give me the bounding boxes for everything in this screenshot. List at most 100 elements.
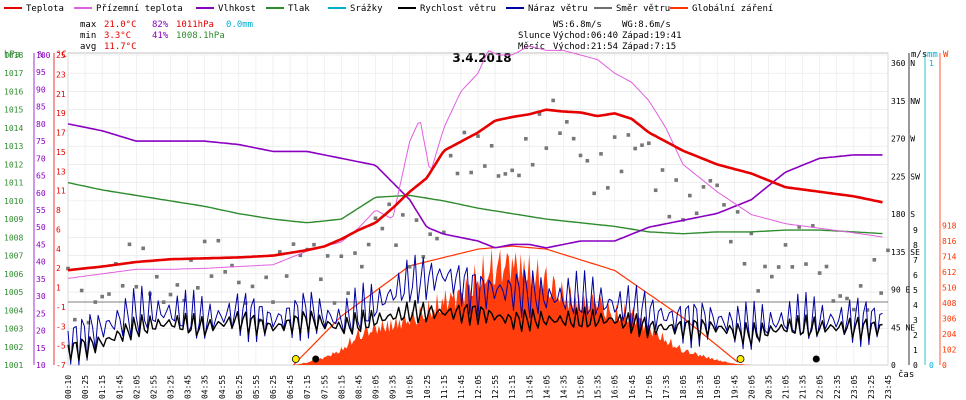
wind-wg: WG:8.6m/s xyxy=(622,20,671,30)
wind-direction-point xyxy=(749,231,754,236)
temperature-tick-0: -7 xyxy=(56,361,66,370)
x-tick-19: 09:35 xyxy=(389,375,398,399)
wind-direction-point xyxy=(360,264,364,269)
pressure-tick-9: 1010 xyxy=(4,197,23,206)
wind-direction-point xyxy=(93,300,98,304)
wind-dir-tick-4: 180 S xyxy=(891,210,915,219)
wind-direction-point xyxy=(831,299,836,303)
wind-dir-tick-8: 360 N xyxy=(891,59,915,68)
x-tick-25: 12:55 xyxy=(491,375,500,399)
pressure-tick-13: 1014 xyxy=(4,124,23,133)
wind-direction-point xyxy=(537,112,542,116)
x-tick-3: 01:45 xyxy=(115,375,124,399)
pressure-tick-7: 1008 xyxy=(4,233,23,242)
wind-direction-point xyxy=(804,262,808,266)
wind-speed-tick-6: 6 xyxy=(913,271,918,280)
wind-direction-point xyxy=(407,264,412,269)
wind-direction-point xyxy=(865,308,870,312)
wind-direction-point xyxy=(346,291,350,295)
wind-direction-point xyxy=(852,307,856,312)
wind-direction-point xyxy=(223,270,227,274)
wind-direction-point xyxy=(387,202,391,207)
wind-direction-point xyxy=(168,292,173,297)
legend-label-4: Srážky xyxy=(350,4,383,14)
ground-temperature-line xyxy=(67,45,883,279)
wind-direction-point xyxy=(660,168,665,172)
legend-label-1: Přízemní teplota xyxy=(96,4,183,14)
rain-tick-0: 0 xyxy=(929,361,934,370)
temperature-tick-2: -3 xyxy=(56,322,66,331)
wind-direction-point xyxy=(879,291,883,295)
x-tick-26: 13:15 xyxy=(508,375,517,399)
wind-direction-point xyxy=(551,98,555,103)
pressure-tick-6: 1007 xyxy=(4,252,23,261)
wind-speed-tick-4: 4 xyxy=(913,301,918,310)
wind-direction-point xyxy=(578,153,583,158)
wind-direction-point xyxy=(394,243,398,247)
radiation-axis-unit: W xyxy=(943,50,949,60)
wind-direction-point xyxy=(770,274,774,279)
temperature-tick-8: 8 xyxy=(56,206,61,215)
legend-label-7: Směr větru xyxy=(616,4,670,14)
wind-direction-point xyxy=(319,277,323,282)
wind-speed-tick-2: 2 xyxy=(913,331,918,340)
wind-direction-point xyxy=(100,294,104,299)
wind-direction-point xyxy=(606,186,610,190)
wind-direction-point xyxy=(66,266,70,271)
wind-direction-point xyxy=(73,317,77,322)
pressure-tick-0: 1001 xyxy=(4,361,23,370)
humidity-tick-17: 95 xyxy=(36,68,46,77)
pressure-tick-17: 1018 xyxy=(4,51,23,60)
wind-direction-point xyxy=(565,120,569,124)
wind-direction-point xyxy=(708,178,713,183)
wind-direction-point xyxy=(783,243,788,247)
wind-direction-point xyxy=(79,288,84,293)
wind-direction-point xyxy=(155,274,159,279)
temperature-tick-15: 23 xyxy=(56,70,66,79)
radiation-area xyxy=(68,248,885,365)
x-tick-35: 17:35 xyxy=(662,375,671,399)
wind-speed-tick-9: 9 xyxy=(913,226,918,235)
humidity-tick-14: 80 xyxy=(36,120,46,129)
pressure-tick-14: 1015 xyxy=(4,106,23,115)
x-tick-21: 10:25 xyxy=(423,375,432,399)
legend-label-2: Vlhkost xyxy=(218,4,256,14)
temperature-tick-10: 13 xyxy=(56,167,66,176)
wind-direction-point xyxy=(845,296,849,301)
wind-direction-point xyxy=(141,246,145,251)
x-tick-16: 08:15 xyxy=(337,375,346,399)
pressure-tick-16: 1017 xyxy=(4,69,23,78)
temperature-tick-12: 17 xyxy=(56,129,66,138)
radiation-tick-9: 918 xyxy=(942,222,957,231)
wind-direction-point xyxy=(715,183,719,188)
x-tick-33: 16:45 xyxy=(628,375,637,399)
wind-direction-point xyxy=(428,232,432,236)
wind-direction-point xyxy=(729,239,733,244)
wind-dir-tick-0: 0 xyxy=(891,361,896,370)
x-tick-23: 11:45 xyxy=(457,375,466,399)
wind-direction-point xyxy=(701,185,706,189)
moon-set: Západ:7:15 xyxy=(622,42,676,52)
wind-dir-tick-1: 45 NE xyxy=(891,323,915,332)
humidity-tick-8: 50 xyxy=(36,223,46,232)
wind-speed-tick-8: 8 xyxy=(913,241,918,250)
pressure-tick-10: 1011 xyxy=(4,179,23,188)
sunset-marker xyxy=(736,355,745,363)
pressure-tick-4: 1005 xyxy=(4,288,23,297)
legend-label-8: Globální záření xyxy=(692,4,773,14)
wind-direction-point xyxy=(127,242,132,247)
x-tick-17: 08:45 xyxy=(354,375,363,399)
humidity-tick-13: 75 xyxy=(36,137,46,146)
wind-speed-axis-unit: m/s xyxy=(911,50,927,60)
stat-min-hum: 41% xyxy=(152,31,169,41)
wind-direction-point xyxy=(380,226,385,231)
legend-label-3: Tlak xyxy=(288,4,310,14)
wind-direction-point xyxy=(517,173,521,178)
wind-direction-point xyxy=(435,236,439,241)
stat-avg-label: avg xyxy=(80,42,96,52)
x-tick-45: 22:35 xyxy=(833,375,842,399)
wind-direction-point xyxy=(86,320,91,325)
moonrise-marker xyxy=(812,355,820,363)
wind-direction-point xyxy=(216,238,221,243)
temperature-tick-13: 19 xyxy=(56,109,66,118)
